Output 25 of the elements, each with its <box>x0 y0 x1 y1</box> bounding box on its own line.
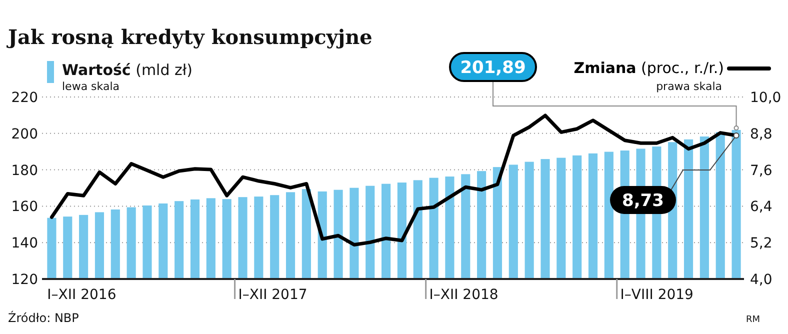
y-tick-label: 160 <box>11 199 38 216</box>
text: I–VIII 2019 <box>620 287 694 303</box>
y-tick-label: 140 <box>11 236 38 252</box>
text: RM <box>746 315 760 325</box>
y2-tick-label: 6,4 <box>750 199 772 216</box>
y2-tick-label: 8,8 <box>750 126 772 142</box>
y2-axis-title: prawa skala <box>656 80 722 93</box>
text: I–XII 2016 <box>47 287 116 303</box>
legend-label: Wartość (mld zł) <box>62 61 193 79</box>
text: I–XII 2017 <box>238 287 308 303</box>
y-tick-label: 120 <box>11 272 38 288</box>
data-label: 8,73 <box>622 191 664 211</box>
y-tick-label: 220 <box>11 90 38 106</box>
chart-title: Jak rosną kredyty konsumpcyjne <box>6 25 372 49</box>
text: Zmiana (proc., r./r.) <box>574 59 724 77</box>
y-tick-label: 180 <box>11 162 38 179</box>
y2-tick-label: 7,6 <box>750 162 772 179</box>
y-axis-title: lewa skala <box>62 80 120 93</box>
y2-tick-label: 10,0 <box>750 90 782 106</box>
y2-tick-label: 4,0 <box>750 272 772 288</box>
text: Źródło: NBP <box>8 310 79 325</box>
text: I–XII 2018 <box>429 287 498 303</box>
data-label: 201,89 <box>460 58 526 78</box>
y-tick-label: 200 <box>11 126 38 142</box>
y2-tick-label: 5,2 <box>750 236 772 252</box>
